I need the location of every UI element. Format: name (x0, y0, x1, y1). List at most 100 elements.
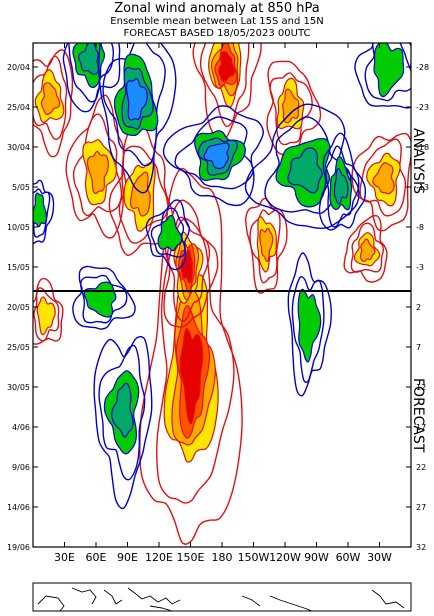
contour-line-negative (325, 145, 360, 228)
africa-coast (37, 595, 65, 612)
contour-line-positive (266, 60, 322, 156)
x-tick-label: 30W (367, 551, 392, 564)
x-tick-label: 120W (269, 551, 301, 564)
filled-contour-positive-level-2 (130, 171, 151, 217)
contour-line-positive (65, 94, 125, 239)
contour-line-negative (318, 132, 367, 231)
contour-line-negative (291, 276, 325, 383)
anomaly-feature-positive-0 (139, 167, 243, 545)
filled-contour-negative-level-2 (78, 43, 100, 75)
x-tick-label: 120E (145, 551, 173, 564)
filled-contour-positive-level-2 (259, 227, 274, 263)
y-tick-label-right: 27 (416, 503, 426, 512)
contour-line-negative (72, 265, 136, 330)
contour-line-negative (98, 344, 146, 481)
y-tick-label-left: 30/04 (7, 143, 30, 152)
contour-line-positive (33, 49, 74, 158)
maritime-continent (127, 587, 181, 605)
y-tick-label-right: 7 (416, 343, 421, 352)
filled-contour-positive-level-4 (179, 327, 204, 425)
contour-line-negative (98, 43, 177, 194)
contour-line-negative (174, 116, 254, 190)
contour-line-positive (350, 222, 384, 273)
filled-contour-positive-level-2 (40, 82, 61, 116)
y-tick-label-left: 9/06 (12, 463, 30, 472)
contour-line-negative (102, 43, 166, 167)
x-tick-label: 150W (238, 551, 270, 564)
y-tick-label-left: 14/06 (7, 503, 30, 512)
anomaly-feature-positive-3 (33, 49, 74, 158)
chart-subtitle-ensemble: Ensemble mean between Lat 15S and 15N (110, 16, 324, 27)
contour-line-positive (72, 113, 123, 217)
chart-subtitle-forecast: FORECAST BASED 18/05/2023 00UTC (123, 28, 311, 39)
filled-contour-positive-level-1 (36, 296, 56, 336)
y-tick-label-right: 12 (416, 383, 426, 392)
contour-line-positive (108, 121, 174, 257)
anomaly-feature-positive-2 (192, 43, 262, 141)
contour-line-negative (264, 116, 352, 214)
contour-line-positive (249, 209, 281, 284)
y-tick-label-left: 25/04 (7, 103, 30, 112)
y-tick-label-left: 25/05 (7, 343, 30, 352)
anomaly-feature-negative-15 (318, 132, 367, 231)
contour-line-negative (33, 179, 55, 244)
filled-contour-negative-level-2 (287, 147, 323, 194)
anomaly-feature-positive-9 (343, 214, 388, 283)
contour-line-positive (33, 55, 68, 141)
contour-line-positive (118, 145, 169, 244)
y-axis-left-ticks: 20/04 25/04 30/04 5/05 10/05 15/05 20/05 25/05 3… (7, 63, 38, 552)
contour-line-negative (145, 199, 191, 271)
contour-line-negative (364, 43, 411, 102)
filled-contour-positive-level-2 (282, 88, 300, 124)
contour-line-positive (351, 132, 411, 232)
anomaly-feature-negative-21 (33, 179, 55, 244)
forecast-label: FORECAST (410, 378, 426, 453)
filled-contour-positive-level-4 (218, 50, 236, 82)
chart-title: Zonal wind anomaly at 850 hPa (114, 1, 320, 16)
filled-contour-positive-level-2 (86, 150, 109, 195)
x-tick-label: 90E (117, 551, 138, 564)
x-tick-label: 60W (336, 551, 361, 564)
contour-line-negative (33, 188, 51, 238)
filled-contour-negative-level-2 (111, 382, 134, 438)
filled-contour-negative-level-3 (125, 78, 148, 121)
filled-contour-negative-level-1 (33, 192, 47, 228)
arabia-coast (71, 587, 97, 605)
anomaly-feature-negative-16 (287, 252, 332, 397)
anomaly-feature-negative-18 (145, 199, 191, 271)
anomaly-feature-negative-12 (98, 43, 177, 194)
australia-coast (149, 605, 173, 612)
y-tick-label-right: -13 (416, 183, 429, 192)
anomaly-contours (33, 43, 411, 545)
x-tick-label: 90W (304, 551, 329, 564)
india-coast (103, 589, 123, 605)
x-tick-label: 150E (177, 551, 205, 564)
filled-contour-negative-level-2 (333, 168, 349, 205)
filled-contour-positive-level-2 (372, 161, 395, 195)
y-tick-label-left: 30/05 (7, 383, 30, 392)
x-tick-label: 30E (54, 551, 75, 564)
anomaly-feature-positive-5 (108, 121, 174, 257)
x-tick-label: 180 (212, 551, 233, 564)
analysis-label: ANALYSIS (410, 128, 426, 194)
filled-contour-negative-level-1 (373, 43, 405, 98)
y-tick-label-left: 10/05 (7, 223, 30, 232)
y-tick-label-right: 2 (416, 303, 421, 312)
filled-contour-negative-level-3 (203, 142, 230, 170)
contour-line-negative (354, 43, 411, 109)
contour-line-negative (80, 274, 128, 324)
y-tick-label-right: -3 (416, 263, 424, 272)
south-america-coast (269, 595, 313, 612)
y-tick-label-left: 20/04 (7, 63, 30, 72)
y-tick-label-right: 22 (416, 463, 426, 472)
y-tick-label-right: -28 (416, 63, 429, 72)
x-axis-ticks: 30E 60E 90E 120E 150E 180 150W 120W 90W 60W 30W (54, 43, 392, 564)
contour-line-positive (199, 43, 250, 127)
y-tick-label-right: -18 (416, 143, 429, 152)
filled-contour-negative-level-1 (157, 214, 183, 252)
contour-line-positive (343, 214, 388, 283)
anomaly-feature-positive-4 (65, 94, 125, 239)
contour-line-positive (192, 43, 262, 141)
